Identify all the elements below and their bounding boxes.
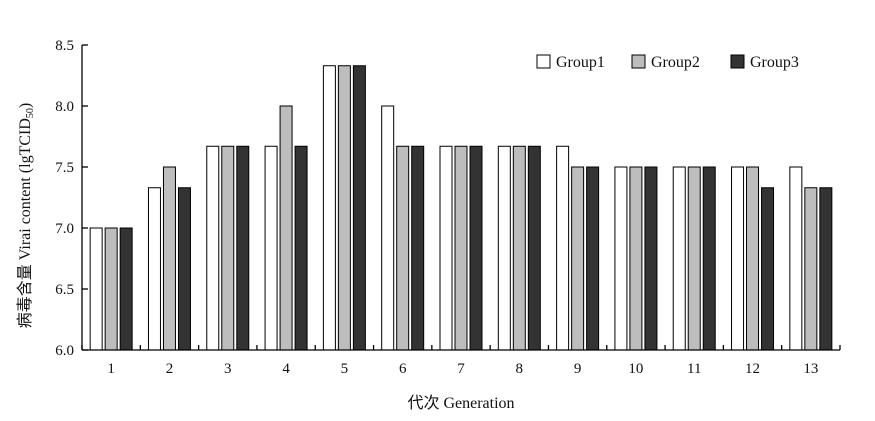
legend-item-group3: Group3: [730, 54, 799, 71]
bar-group1-gen-5: [322, 65, 336, 351]
bar-group2-gen-8: [512, 145, 526, 351]
legend-swatch: [536, 54, 551, 69]
y-axis-title-subscript: 50: [25, 108, 36, 118]
y-axis-title-main: 病毒含量 Virai content (lgTCID: [16, 118, 34, 328]
bar-group3-gen-1: [119, 227, 133, 351]
bar-group2-gen-3: [221, 145, 235, 351]
y-tick-label: 8.5: [55, 38, 74, 54]
x-tick-label: 7: [457, 361, 465, 377]
bar-group1-gen-8: [497, 145, 511, 351]
bar-group1-gen-4: [264, 145, 278, 351]
bar-group2-gen-4: [279, 105, 293, 351]
y-tick-label: 6.5: [55, 282, 74, 298]
bar-group2-gen-13: [804, 187, 818, 351]
legend: Group1 Group2 Group3: [536, 54, 799, 71]
bar-group2-gen-9: [571, 166, 585, 351]
y-tick-label: 6.0: [55, 343, 74, 359]
bar-group3-gen-7: [469, 145, 483, 351]
x-tick-label: 12: [745, 361, 760, 377]
bar-group3-gen-9: [586, 166, 600, 351]
bar-group2-gen-11: [687, 166, 701, 351]
y-tick-label: 8.0: [55, 99, 74, 115]
axes-layer: [81, 45, 840, 351]
legend-label: Group1: [556, 54, 605, 71]
bar-group3-gen-6: [411, 145, 425, 351]
bar-group1-gen-6: [381, 105, 395, 351]
bar-group2-gen-10: [629, 166, 643, 351]
bar-group2-gen-6: [396, 145, 410, 351]
bars-layer: [89, 65, 833, 351]
bar-group3-gen-3: [236, 145, 250, 351]
x-tick-label: 10: [628, 361, 643, 377]
bar-group1-gen-1: [89, 227, 103, 351]
x-tick-label: 11: [687, 361, 701, 377]
x-tick-label: 5: [341, 361, 349, 377]
y-tick-label: 7.5: [55, 160, 74, 176]
x-tick-label: 8: [516, 361, 524, 377]
bar-group1-gen-13: [789, 166, 803, 351]
y-tick-label: 7.0: [55, 221, 74, 237]
bar-group1-gen-11: [672, 166, 686, 351]
legend-label: Group2: [651, 54, 700, 71]
bar-group3-gen-13: [819, 187, 833, 351]
bar-group1-gen-10: [614, 166, 628, 351]
x-tick-label: 4: [282, 361, 290, 377]
x-tick-label: 9: [574, 361, 582, 377]
bar-group1-gen-3: [206, 145, 220, 351]
bar-group1-gen-2: [147, 187, 161, 351]
legend-item-group2: Group2: [631, 54, 700, 71]
bar-group1-gen-9: [556, 145, 570, 351]
bar-group1-gen-7: [439, 145, 453, 351]
bar-group2-gen-7: [454, 145, 468, 351]
bar-group3-gen-5: [352, 65, 366, 351]
x-tick-label: 6: [399, 361, 407, 377]
x-axis-title: 代次 Generation: [407, 394, 514, 412]
bar-group3-gen-4: [294, 145, 308, 351]
bar-group3-gen-2: [177, 187, 191, 351]
bar-group1-gen-12: [731, 166, 745, 351]
bar-group2-gen-5: [337, 65, 351, 351]
y-axis-title-suffix: ): [17, 103, 34, 108]
bar-group3-gen-12: [761, 187, 775, 351]
legend-label: Group3: [750, 54, 799, 71]
x-ticks: 1 2 3 4 5 6 7 8 9 10 11 12 13: [81, 345, 841, 377]
bar-group2-gen-12: [746, 166, 760, 351]
y-axis-title: 病毒含量 Virai content (lgTCID50): [16, 103, 36, 328]
bar-group2-gen-1: [104, 227, 118, 351]
x-tick-label: 13: [803, 361, 818, 377]
bar-group3-gen-8: [527, 145, 541, 351]
legend-item-group1: Group1: [536, 54, 605, 71]
bar-group3-gen-11: [702, 166, 716, 351]
bar-group2-gen-2: [162, 166, 176, 351]
x-tick-label: 2: [166, 361, 174, 377]
y-ticks: 6.0 6.5 7.0 7.5 8.0 8.5: [55, 38, 88, 359]
legend-swatch: [730, 54, 745, 69]
legend-swatch: [631, 54, 646, 69]
x-tick-label: 3: [224, 361, 232, 377]
x-tick-label: 1: [107, 361, 115, 377]
bar-group3-gen-10: [644, 166, 658, 351]
